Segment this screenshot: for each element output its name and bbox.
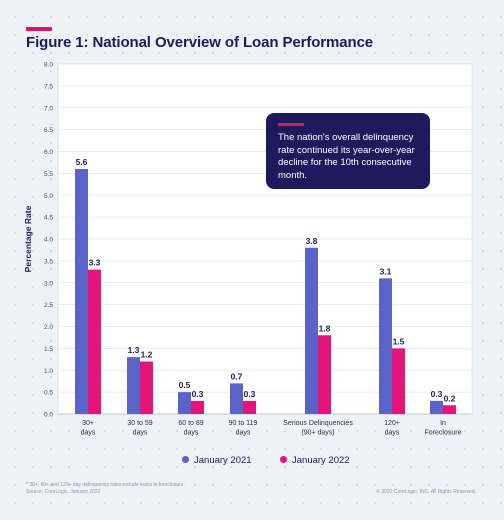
data-label: 3.8: [306, 236, 318, 246]
x-tick-label: Foreclosure: [425, 430, 462, 437]
data-label: 3.1: [380, 266, 392, 276]
y-tick-label: 3.5: [44, 258, 53, 265]
copyright: © 2022 CoreLogic, INC. All Rights Reserv…: [376, 489, 476, 495]
bar-series-1: [230, 383, 243, 414]
y-tick-label: 0.0: [44, 412, 53, 419]
callout-box: The nation's overall delinquency rate co…: [266, 113, 430, 189]
legend-label-series-2: January 2022: [292, 455, 350, 466]
x-tick-label: 90 to 119: [229, 420, 258, 427]
data-label: 3.3: [89, 258, 101, 268]
legend-item-series-1: January 2021: [182, 455, 252, 466]
y-tick-label: 3.0: [44, 280, 53, 287]
x-tick-label: days: [81, 430, 96, 437]
bar-series-2: [443, 405, 456, 414]
y-tick-label: 5.0: [44, 193, 53, 200]
x-tick-label: 60 to 89: [178, 420, 203, 427]
legend-label-series-1: January 2021: [194, 455, 252, 466]
y-tick-label: 4.5: [44, 215, 53, 222]
bar-series-1: [430, 400, 443, 414]
y-axis-title: Percentage Rate: [23, 205, 33, 272]
bar-series-1: [305, 247, 318, 414]
y-tick-label: 5.5: [44, 171, 53, 178]
x-tick-label: days: [133, 430, 148, 437]
x-tick-label: In: [440, 420, 446, 427]
y-tick-label: 6.5: [44, 127, 53, 134]
data-label: 0.3: [431, 389, 443, 399]
y-tick-label: 6.0: [44, 149, 53, 156]
data-label: 1.8: [319, 323, 331, 333]
data-label: 0.3: [244, 389, 256, 399]
y-tick-label: 4.0: [44, 237, 53, 244]
footnote-line-2: Source: CoreLogic, January 2022: [26, 489, 101, 495]
data-label: 5.6: [76, 157, 88, 167]
data-label: 0.7: [231, 371, 243, 381]
y-tick-label: 2.0: [44, 324, 53, 331]
legend-swatch-series-1: [182, 456, 189, 463]
bar-series-2: [88, 269, 101, 414]
bar-series-1: [127, 357, 140, 414]
x-tick-label: 120+: [384, 420, 400, 427]
y-tick-label: 1.0: [44, 368, 53, 375]
bar-series-2: [392, 348, 405, 414]
data-label: 0.5: [179, 380, 191, 390]
y-tick-label: 7.0: [44, 105, 53, 112]
x-tick-label: days: [184, 430, 199, 437]
y-tick-label: 1.5: [44, 346, 53, 353]
legend-item-series-2: January 2022: [280, 455, 350, 466]
data-label: 1.3: [128, 345, 140, 355]
x-tick-label: days: [236, 430, 251, 437]
footnote: * 30+, 90+ and 120+ day delinquency rate…: [26, 482, 185, 496]
callout-text: The nation's overall delinquency rate co…: [278, 132, 415, 181]
x-tick-label: 30 to 59: [127, 420, 152, 427]
bar-series-1: [178, 392, 191, 414]
data-label: 1.2: [141, 350, 153, 360]
y-tick-label: 8.0: [44, 62, 53, 69]
data-label: 0.3: [192, 389, 204, 399]
bar-series-2: [140, 361, 153, 414]
bar-series-2: [191, 400, 204, 414]
data-label: 0.2: [444, 393, 456, 403]
title-accent-bar: [26, 27, 52, 31]
x-tick-label: days: [385, 430, 400, 437]
y-tick-label: 0.5: [44, 390, 53, 397]
bar-series-2: [243, 400, 256, 414]
data-label: 1.5: [393, 336, 405, 346]
x-tick-label: Serious Delinquencies: [283, 420, 353, 427]
footnote-line-1: * 30+, 90+ and 120+ day delinquency rate…: [26, 482, 185, 488]
y-tick-label: 2.5: [44, 302, 53, 309]
bar-series-1: [379, 278, 392, 414]
bar-series-2: [318, 335, 331, 414]
x-tick-label: 30+: [82, 420, 94, 427]
y-tick-label: 7.5: [44, 83, 53, 90]
x-tick-label: (90+ days): [301, 430, 334, 437]
legend-swatch-series-2: [280, 456, 287, 463]
chart-title: Figure 1: National Overview of Loan Perf…: [26, 34, 374, 51]
callout-accent-bar: [278, 123, 304, 126]
bar-series-1: [75, 169, 88, 414]
